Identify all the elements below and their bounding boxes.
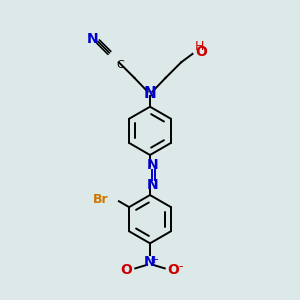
- Text: N: N: [144, 86, 156, 101]
- Text: O: O: [195, 45, 207, 59]
- Text: H: H: [195, 40, 205, 53]
- Text: O: O: [168, 263, 179, 277]
- Text: N: N: [144, 256, 156, 269]
- Text: +: +: [150, 254, 159, 265]
- Text: -: -: [179, 260, 183, 273]
- Text: N: N: [146, 158, 158, 172]
- Text: N: N: [146, 178, 158, 192]
- Text: N: N: [87, 32, 98, 46]
- Text: C: C: [116, 60, 124, 70]
- Text: Br: Br: [93, 193, 109, 206]
- Text: O: O: [121, 263, 132, 277]
